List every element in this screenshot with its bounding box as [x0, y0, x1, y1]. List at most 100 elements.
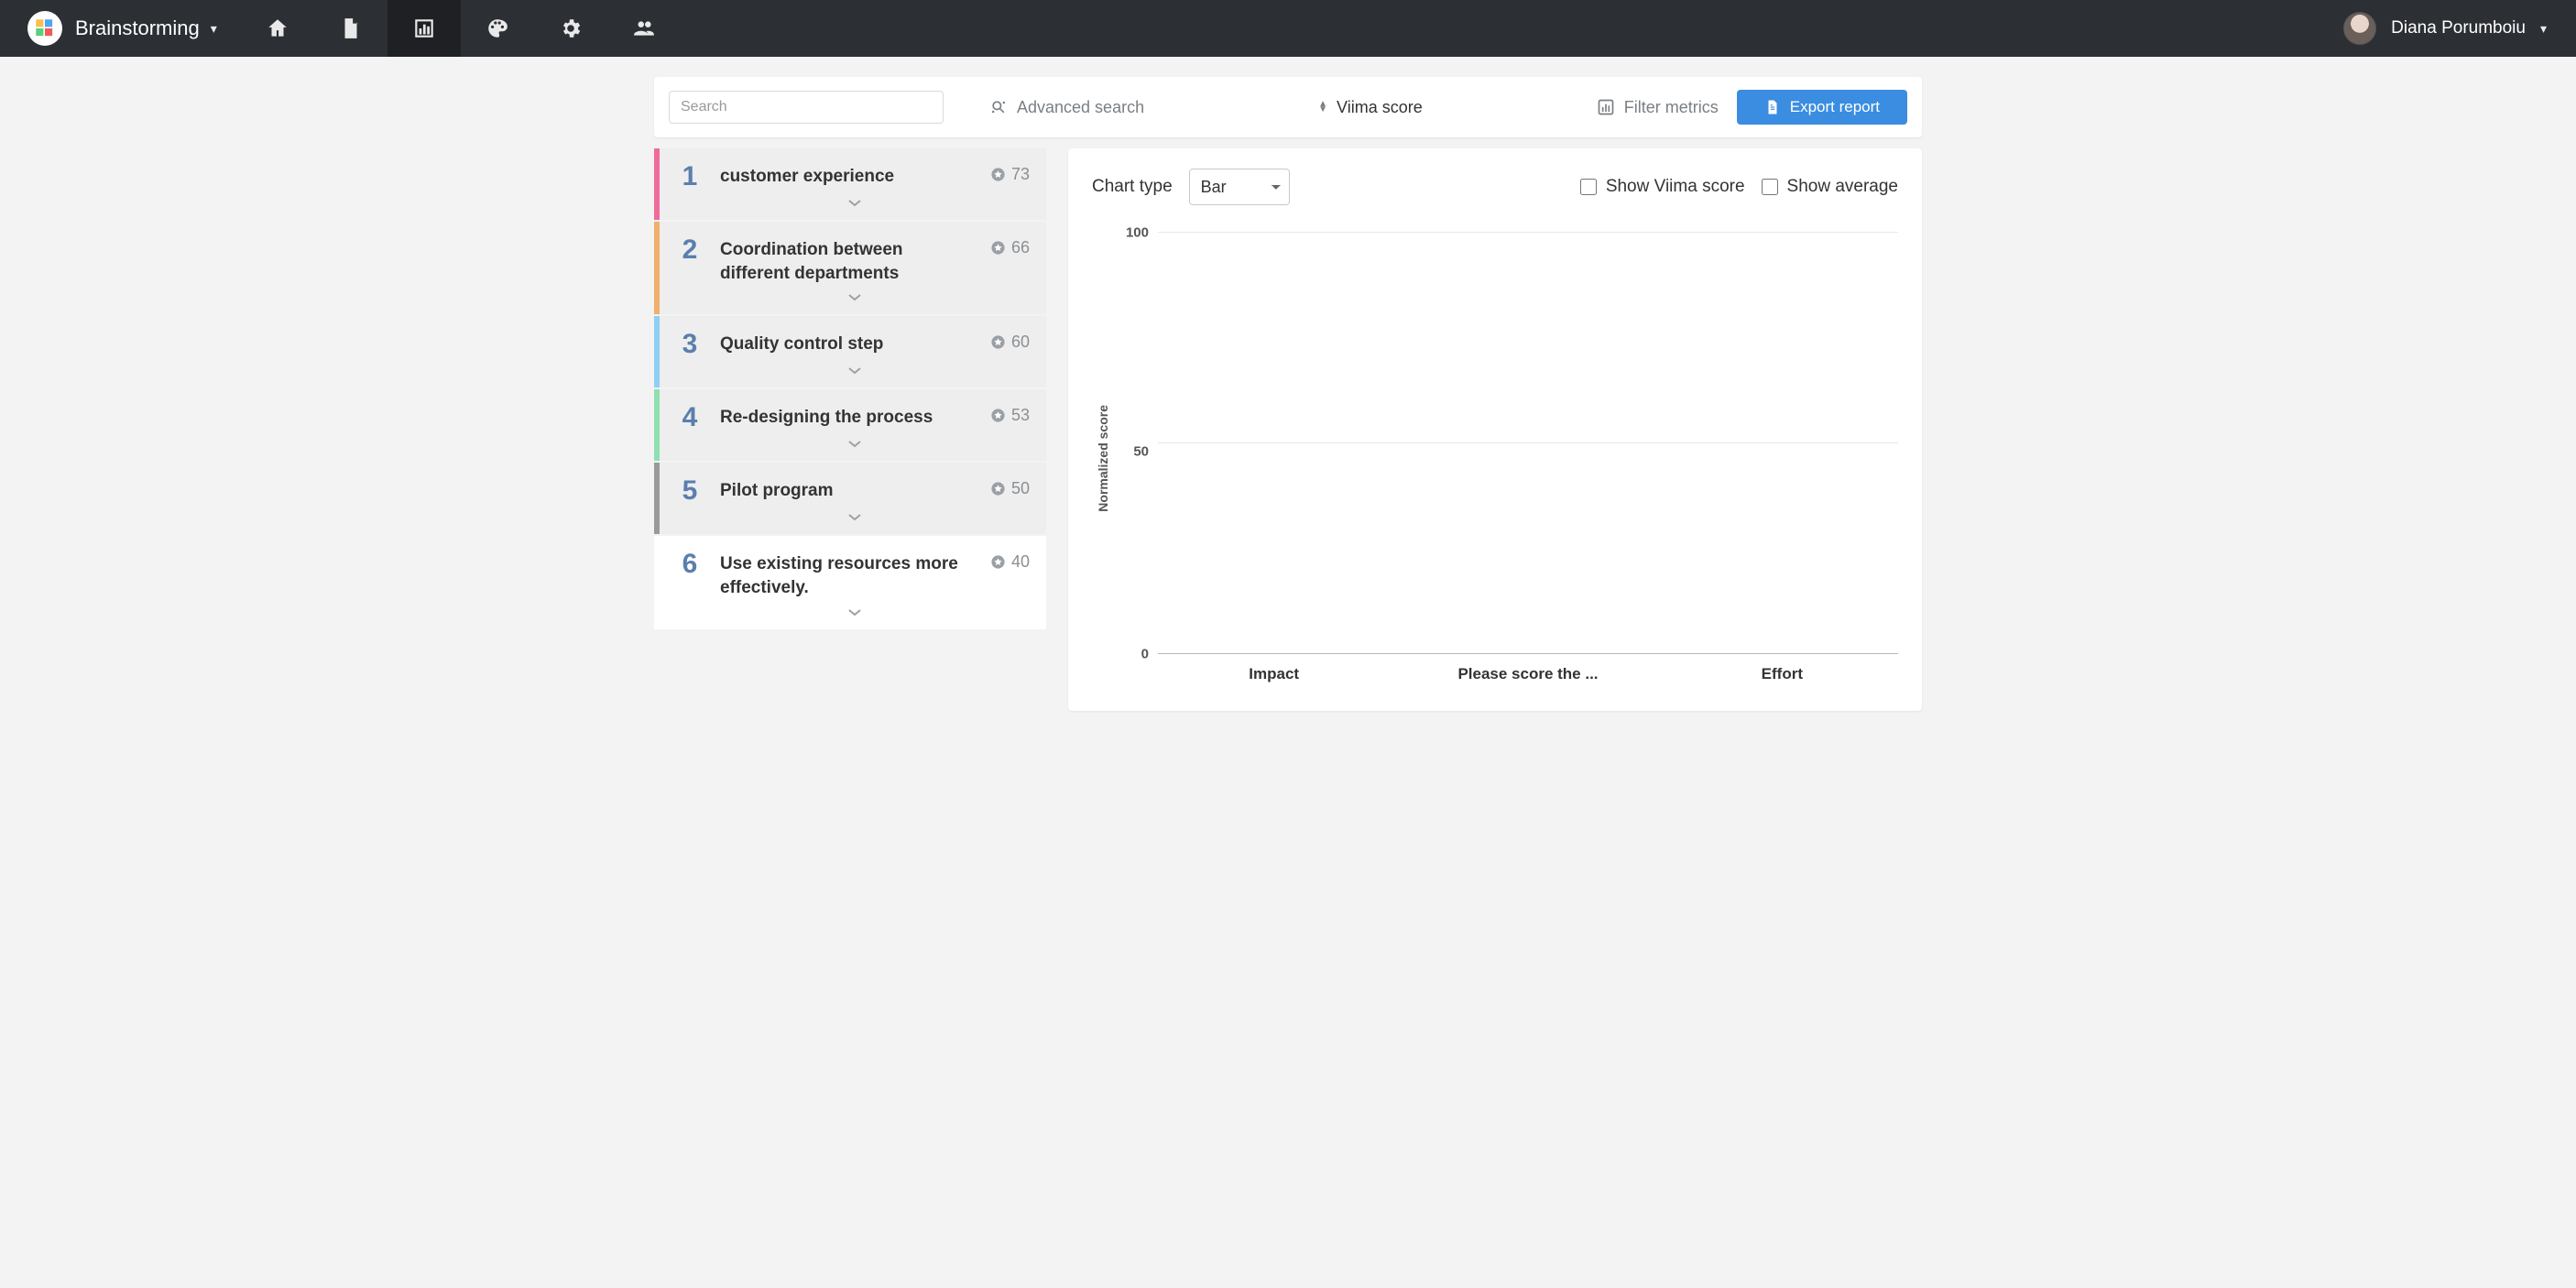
- chart-area: Normalized score 100500 Impact Please sco…: [1092, 233, 1898, 683]
- chart-type-label: Chart type: [1092, 177, 1173, 197]
- idea-score: 40: [990, 551, 1030, 572]
- sort-label: Viima score: [1337, 98, 1423, 117]
- bar-groups: [1158, 233, 1898, 653]
- idea-expand-toggle[interactable]: [680, 431, 1030, 455]
- main-grid: 1 customer experience 73 2 Coordination betw…: [654, 148, 1922, 711]
- metrics-icon: [1597, 98, 1615, 116]
- idea-card[interactable]: 1 customer experience 73: [654, 148, 1046, 220]
- idea-title: Use existing resources more effectively.: [720, 551, 970, 599]
- nav-people-button[interactable]: [607, 0, 681, 57]
- filter-metrics-button[interactable]: Filter metrics: [1589, 98, 1726, 117]
- x-axis-label: Please score the ...: [1430, 665, 1625, 683]
- brand-block[interactable]: Brainstorming ▾: [0, 0, 241, 57]
- star-icon: [990, 481, 1006, 497]
- document-icon: [339, 16, 363, 40]
- idea-card[interactable]: 4 Re-designing the process 53: [654, 389, 1046, 461]
- chevron-down-icon: [848, 513, 861, 522]
- filter-toolbar: Advanced search ▲▼ Viima score Filter me…: [654, 77, 1922, 137]
- idea-rank: 4: [680, 404, 700, 431]
- nav-left: Brainstorming ▾: [0, 0, 681, 57]
- user-name: Diana Porumboiu: [2391, 18, 2526, 38]
- app-logo-icon: [27, 11, 62, 46]
- export-report-button[interactable]: Export report: [1737, 90, 1907, 125]
- idea-expand-toggle[interactable]: [680, 600, 1030, 624]
- star-icon: [990, 554, 1006, 570]
- advanced-search-label: Advanced search: [1017, 98, 1144, 117]
- chart-toolbar: Chart type Bar Show Viima score Show ave…: [1092, 169, 1898, 205]
- idea-title: Coordination between different departmen…: [720, 236, 970, 285]
- x-axis-labels: ImpactPlease score the ...Effort: [1114, 654, 1898, 683]
- sort-icon: ▲▼: [1318, 102, 1327, 113]
- plot-area: [1158, 233, 1898, 654]
- nav-theme-button[interactable]: [461, 0, 534, 57]
- y-tick: 50: [1133, 443, 1149, 459]
- idea-title: Re-designing the process: [720, 404, 970, 430]
- idea-score: 60: [990, 331, 1030, 352]
- chart-panel: Chart type Bar Show Viima score Show ave…: [1068, 148, 1922, 711]
- idea-rank: 3: [680, 331, 700, 358]
- chevron-down-icon: [848, 440, 861, 449]
- nav-document-button[interactable]: [314, 0, 387, 57]
- gear-icon: [559, 16, 583, 40]
- user-avatar[interactable]: [2343, 12, 2376, 45]
- show-average-input[interactable]: [1762, 179, 1778, 195]
- star-icon: [990, 167, 1006, 182]
- palette-icon: [486, 16, 509, 40]
- idea-title: Quality control step: [720, 331, 970, 356]
- sort-selector[interactable]: ▲▼ Viima score: [1162, 98, 1578, 117]
- show-average-label: Show average: [1787, 177, 1898, 197]
- chevron-down-icon: [848, 608, 861, 617]
- search-input[interactable]: [669, 91, 944, 124]
- show-viima-input[interactable]: [1580, 179, 1597, 195]
- idea-score: 53: [990, 404, 1030, 425]
- advanced-search-button[interactable]: Advanced search: [982, 98, 1152, 117]
- app-menu-chevron-icon[interactable]: ▾: [211, 21, 217, 37]
- user-menu-chevron-icon[interactable]: ▾: [2540, 21, 2547, 37]
- app-title: Brainstorming: [75, 16, 200, 40]
- chevron-down-icon: [848, 199, 861, 208]
- export-report-label: Export report: [1790, 98, 1880, 116]
- star-icon: [990, 408, 1006, 423]
- idea-expand-toggle[interactable]: [680, 285, 1030, 309]
- bar-chart-icon: [412, 16, 436, 40]
- idea-rank: 6: [680, 551, 700, 578]
- nav-analytics-button[interactable]: [387, 0, 461, 57]
- magic-search-icon: [989, 98, 1008, 116]
- page-container: Advanced search ▲▼ Viima score Filter me…: [628, 57, 1948, 711]
- idea-expand-toggle[interactable]: [680, 191, 1030, 214]
- idea-title: Pilot program: [720, 477, 970, 503]
- idea-list: 1 customer experience 73 2 Coordination betw…: [654, 148, 1046, 631]
- home-icon: [266, 16, 289, 40]
- people-icon: [632, 16, 656, 40]
- export-icon: [1764, 99, 1781, 115]
- chart-type-select[interactable]: Bar: [1189, 169, 1290, 205]
- idea-card[interactable]: 3 Quality control step 60: [654, 316, 1046, 387]
- y-tick: 0: [1141, 647, 1149, 662]
- top-navbar: Brainstorming ▾: [0, 0, 2576, 57]
- idea-card[interactable]: 5 Pilot program 50: [654, 463, 1046, 534]
- idea-score: 73: [990, 163, 1030, 184]
- show-viima-checkbox[interactable]: Show Viima score: [1580, 177, 1745, 197]
- star-icon: [990, 240, 1006, 256]
- show-viima-label: Show Viima score: [1606, 177, 1745, 197]
- idea-rank: 2: [680, 236, 700, 264]
- show-average-checkbox[interactable]: Show average: [1762, 177, 1898, 197]
- y-tick: 100: [1126, 225, 1149, 241]
- nav-right: Diana Porumboiu ▾: [2343, 12, 2547, 45]
- y-axis-label: Normalized score: [1092, 405, 1114, 512]
- idea-score: 50: [990, 477, 1030, 498]
- idea-expand-toggle[interactable]: [680, 358, 1030, 382]
- idea-card[interactable]: 2 Coordination between different departme…: [654, 222, 1046, 314]
- idea-rank: 1: [680, 163, 700, 191]
- idea-rank: 5: [680, 477, 700, 505]
- idea-card[interactable]: 6 Use existing resources more effectively…: [654, 536, 1046, 628]
- chevron-down-icon: [848, 293, 861, 302]
- nav-home-button[interactable]: [241, 0, 314, 57]
- nav-icon-strip: [241, 0, 681, 57]
- idea-title: customer experience: [720, 163, 970, 189]
- idea-expand-toggle[interactable]: [680, 505, 1030, 529]
- chevron-down-icon: [848, 366, 861, 376]
- x-axis-label: Impact: [1176, 665, 1371, 683]
- nav-settings-button[interactable]: [534, 0, 607, 57]
- y-axis-ticks: 100500: [1114, 233, 1158, 654]
